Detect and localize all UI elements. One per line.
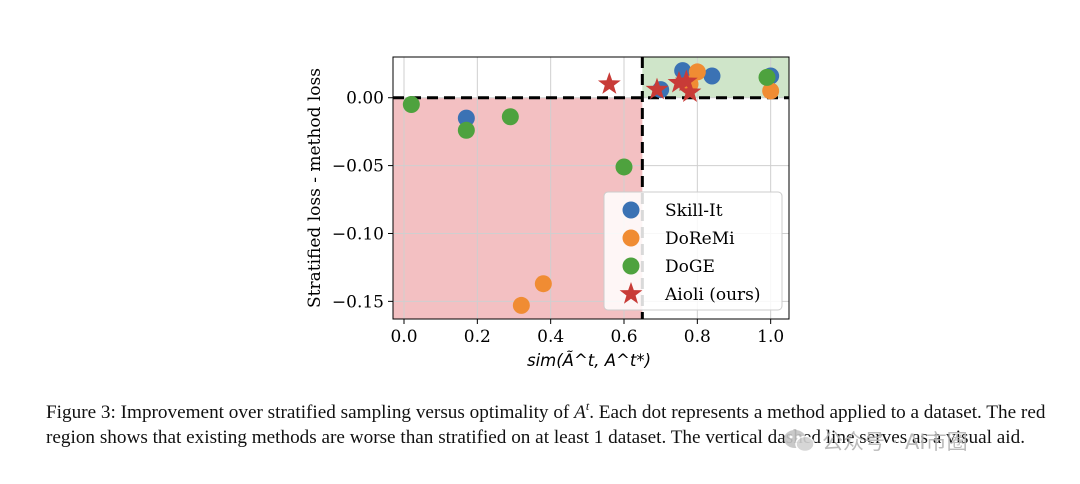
aioli-ours-point-1: [645, 77, 669, 100]
legend-label-aioli-ours: Aioli (ours): [664, 285, 761, 305]
aioli-ours-point-0: [597, 72, 621, 94]
red-region: [393, 97, 643, 319]
skill-it-point-0: [457, 109, 475, 127]
doge-point-4: [758, 68, 776, 86]
legend-marker-doremi: [622, 229, 640, 247]
legend-box: [603, 191, 783, 311]
doremi-point-0: [512, 296, 530, 314]
doremi-point-3: [688, 63, 706, 81]
scatter-chart: 0.0 0.2 0.4 0.6 0.8 1.0 0.00 −0.05 −0.10 −0.15 Str…: [305, 56, 790, 370]
legend-marker-skill-it: [622, 201, 640, 219]
y-tick-label-3: −0.15: [332, 292, 384, 312]
aioli-ours-point-4: [678, 80, 702, 102]
x-axis-label: sim(Ã^t, A^t*): [527, 351, 651, 370]
doge-point-0: [402, 96, 420, 114]
doge-point-1: [457, 121, 475, 139]
legend-label-doge: DoGE: [665, 257, 715, 277]
doremi-point-1: [534, 275, 552, 293]
plot-frame: [392, 56, 790, 320]
doge-point-2: [501, 108, 519, 126]
figure-caption: Figure 3: Improvement over stratified sa…: [46, 399, 1046, 448]
legend-label-doremi: DoReMi: [665, 229, 735, 249]
wechat-logo-icon: [784, 430, 815, 453]
y-tick-label-0: 0.00: [346, 89, 384, 109]
y-tick-label-1: −0.05: [332, 157, 384, 177]
x-tick-label-1: 0.2: [464, 327, 491, 347]
y-axis-label: Stratified loss - method loss: [305, 68, 325, 308]
doremi-point-4: [762, 82, 780, 100]
doge-point-3: [615, 158, 633, 176]
skill-it-point-3: [703, 67, 721, 85]
legend-marker-aioli-ours: [619, 282, 643, 304]
watermark: 公众号 · AI市圈: [782, 424, 968, 458]
caption-math: A: [574, 402, 586, 423]
y-tick-label-2: −0.10: [332, 224, 384, 244]
x-tick-label-0: 0.0: [390, 327, 417, 347]
aioli-ours-point-3: [674, 69, 698, 92]
x-tick-label-2: 0.4: [537, 327, 564, 347]
x-tick-label-4: 0.8: [684, 327, 711, 347]
aioli-ours-point-2: [667, 70, 691, 93]
watermark-text: 公众号 · AI市圈: [822, 430, 968, 454]
legend-marker-doge: [622, 257, 640, 275]
x-tick-label-5: 1.0: [757, 327, 784, 347]
x-tick-label-3: 0.6: [610, 327, 637, 347]
legend-label-skill-it: Skill-It: [665, 201, 723, 221]
caption-label: Figure 3:: [46, 402, 121, 423]
